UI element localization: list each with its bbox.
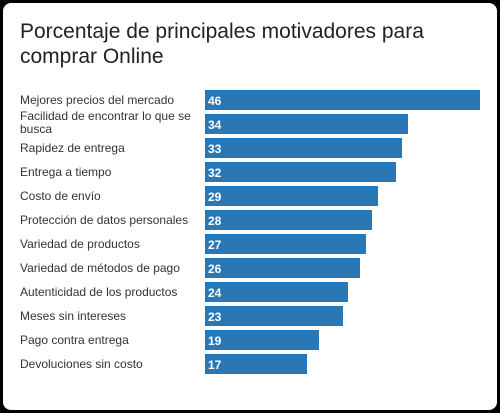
bar-8 — [205, 258, 360, 278]
category-label: Meses sin intereses — [20, 309, 126, 323]
bar-value-label: 46 — [208, 94, 222, 108]
category-label: Rapidez de entrega — [20, 141, 125, 155]
bar-value-label: 33 — [208, 142, 222, 156]
category-label: Costo de envío — [20, 189, 101, 203]
chart-title: Porcentaje de principales motivadores pa… — [20, 20, 424, 68]
bar-value-label: 29 — [208, 190, 222, 204]
bar-value-label: 24 — [208, 286, 222, 300]
bar-4 — [205, 162, 396, 182]
bar-value-label: 26 — [208, 262, 222, 276]
bar-11 — [205, 330, 319, 350]
bar-1 — [205, 90, 480, 110]
bar-12 — [205, 354, 307, 374]
bar-value-label: 23 — [208, 310, 222, 324]
bar-5 — [205, 186, 378, 206]
category-label: Variedad de productos — [20, 237, 140, 251]
category-label: Devoluciones sin costo — [20, 357, 143, 371]
bar-10 — [205, 306, 343, 326]
category-label: Protección de datos personales — [20, 213, 188, 227]
category-label: Entrega a tiempo — [20, 165, 112, 179]
bar-value-label: 19 — [208, 334, 222, 348]
category-label: Mejores precios del mercado — [20, 93, 174, 107]
bar-value-label: 32 — [208, 166, 222, 180]
category-label: Facilidad de encontrar lo que se busca — [20, 109, 191, 136]
bar-value-label: 27 — [208, 238, 222, 252]
bar-9 — [205, 282, 348, 302]
bar-6 — [205, 210, 372, 230]
category-label: Autenticidad de los productos — [20, 285, 177, 299]
category-label: Variedad de métodos de pago — [20, 261, 180, 275]
bars-group: 46 Mejores precios del mercado 34 Facilidad… — [20, 90, 480, 374]
bar-value-label: 28 — [208, 214, 222, 228]
bar-value-label: 17 — [208, 358, 222, 372]
bar-7 — [205, 234, 366, 254]
bar-value-label: 34 — [208, 118, 222, 132]
category-label: Pago contra entrega — [20, 333, 129, 347]
bar-2 — [205, 114, 408, 134]
bar-3 — [205, 138, 402, 158]
